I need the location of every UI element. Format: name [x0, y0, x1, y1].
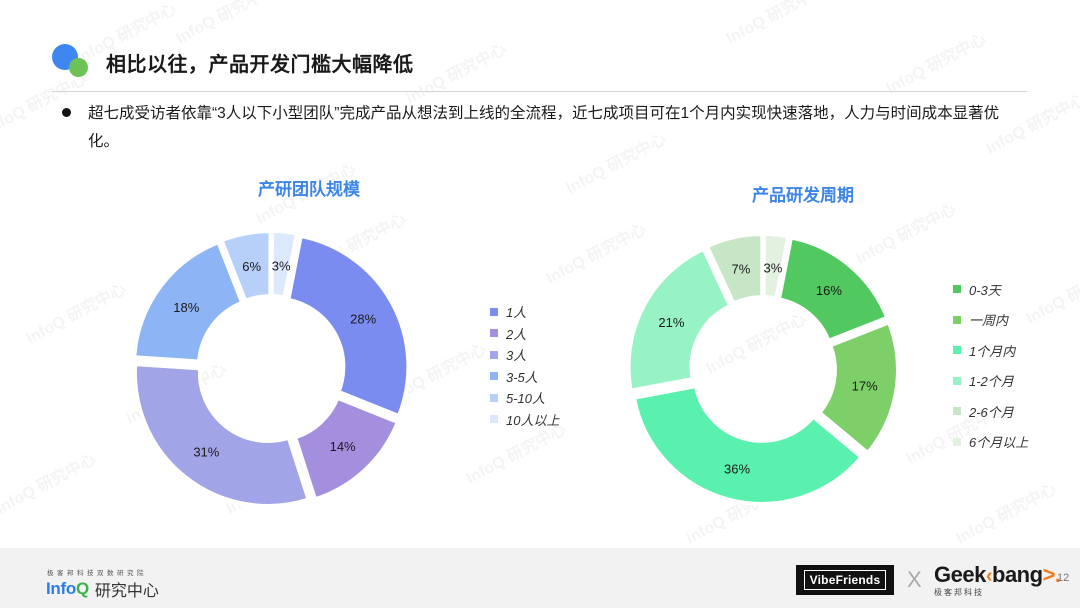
donut-slice-10-plus: [269, 229, 300, 300]
slice-label-10-plus: 3%: [272, 258, 291, 273]
legend-swatch-icon: [490, 372, 498, 381]
legend-label: 2-6个月: [969, 404, 1014, 420]
geekbang-word: Geek‹bang>.: [934, 563, 1061, 588]
legend-item-1-2-months[interactable]: 1-2个月: [953, 366, 1028, 397]
legend-item-2-person[interactable]: 2人: [490, 323, 559, 345]
legend-swatch-icon: [490, 307, 498, 316]
legend-item-2-6-months[interactable]: 2-6个月: [953, 396, 1028, 427]
legend-label: 5-10人: [506, 391, 546, 407]
legend-item-0-3-days[interactable]: 0-3天: [953, 274, 1028, 305]
legend-swatch-icon: [953, 376, 961, 385]
infoq-cn-name: 研究中心: [94, 583, 159, 600]
infoq-subtitle: 极客邦科技双数研究院: [47, 570, 147, 577]
legend-swatch-icon: [953, 407, 961, 416]
legend-swatch-icon: [953, 285, 961, 294]
geekbang-logo: Geek‹bang>. 极客邦科技: [934, 563, 1061, 598]
geek-k-arrow-icon: ‹: [985, 565, 993, 587]
legend-label: 3人: [506, 348, 527, 364]
slice-label-1-person: 28%: [350, 312, 376, 327]
geek-word-a: Geek: [934, 562, 986, 587]
vibefriends-logo: VibeFriends: [796, 565, 894, 595]
legend-item-3-5-person[interactable]: 3-5人: [490, 366, 559, 388]
chart-title-team-size: 产研团队规模: [258, 180, 360, 199]
chart-title-dev-cycle: 产品研发周期: [752, 186, 854, 205]
legend-label: 1-2个月: [969, 374, 1014, 390]
infoq-word-q: Q: [75, 579, 89, 598]
slice-label-3-person: 31%: [193, 445, 219, 460]
donut-slice-1-person: [286, 233, 411, 419]
vibefriends-text: VibeFriends: [803, 570, 887, 590]
legend-label: 0-3天: [969, 282, 1001, 298]
legend-item-within-week[interactable]: 一周内: [953, 305, 1028, 336]
slice-label-3-5-person: 18%: [173, 300, 199, 315]
legend-swatch-icon: [490, 415, 498, 424]
donut-slice-within-month: [631, 383, 865, 506]
legend-swatch-icon: [490, 350, 498, 359]
legend-label: 1人: [506, 305, 527, 321]
legend-label: 2人: [506, 326, 527, 342]
donut-slice-6-months-plus: [761, 232, 791, 301]
page-title: 相比以往，产品开发门槛大幅降低: [106, 53, 414, 76]
donut-slice-2-person: [292, 395, 401, 502]
infoq-word: InfoQ: [46, 579, 89, 599]
slice-label-5-10-person: 6%: [242, 259, 261, 274]
legend-swatch-icon: [953, 346, 961, 355]
legend-swatch-icon: [490, 393, 498, 402]
green-dot: [69, 58, 88, 77]
legend-swatch-icon: [490, 329, 498, 338]
legend-item-1-person[interactable]: 1人: [490, 301, 559, 323]
legend-item-5-10-person[interactable]: 5-10人: [490, 387, 559, 409]
donut-slice-within-week: [816, 319, 900, 456]
slide-header: 相比以往，产品开发门槛大幅降低: [52, 42, 414, 82]
slice-label-within-month: 36%: [724, 462, 750, 477]
header-divider: [52, 91, 1027, 92]
donut-slice-1-2-months: [626, 246, 733, 393]
slice-label-2-6-months: 7%: [731, 261, 750, 276]
legend-label: 一周内: [969, 313, 1009, 329]
bullet-point: 超七成受访者依靠“3人以下小型团队”完成产品从想法到上线的全流程，近七成项目可在…: [62, 100, 1022, 156]
page-number: 12: [1057, 572, 1070, 584]
donut-slice-3-5-person: [132, 239, 245, 364]
collab-x: X: [907, 567, 922, 592]
slice-label-0-3-days: 16%: [816, 283, 842, 298]
slice-label-within-week: 17%: [852, 378, 878, 393]
brand-dots-icon: [52, 42, 92, 82]
slice-label-6-months-plus: 3%: [764, 260, 783, 275]
infoq-logo: InfoQ 研究中心: [46, 577, 159, 601]
slice-label-1-2-months: 21%: [658, 315, 684, 330]
geek-arrow-icon: >.: [1042, 562, 1061, 587]
geekbang-subtitle: 极客邦科技: [934, 588, 984, 597]
bullet-text: 超七成受访者依靠“3人以下小型团队”完成产品从想法到上线的全流程，近七成项目可在…: [88, 105, 1000, 150]
slice-label-2-person: 14%: [330, 439, 356, 454]
bullet-icon: [62, 108, 71, 117]
footer-bar: 极客邦科技双数研究院 InfoQ 研究中心 VibeFriends X Geek…: [0, 548, 1080, 608]
legend-item-6-months-plus[interactable]: 6个月以上: [953, 427, 1028, 458]
legend-item-within-month[interactable]: 1个月内: [953, 335, 1028, 366]
infoq-word-info: Info: [46, 579, 76, 598]
legend-dev-cycle: 0-3天一周内 1个月内 1-2个月 2-6个月 6个月以上: [953, 274, 1028, 457]
geek-word-b: bang: [992, 562, 1043, 587]
legend-label: 1个月内: [969, 343, 1016, 359]
legend-item-3-person[interactable]: 3人: [490, 344, 559, 366]
legend-swatch-icon: [953, 315, 961, 324]
legend-item-10-plus[interactable]: 10人以上: [490, 409, 559, 431]
legend-team-size: 1人 2人 3人 3-5人 5-10人 10人以上: [490, 301, 559, 430]
donut-slice-0-3-days: [776, 235, 890, 344]
legend-swatch-icon: [953, 437, 961, 446]
legend-label: 6个月以上: [969, 435, 1029, 451]
donut-slice-3-person: [132, 361, 312, 508]
legend-label: 10人以上: [506, 412, 560, 428]
legend-label: 3-5人: [506, 369, 538, 385]
